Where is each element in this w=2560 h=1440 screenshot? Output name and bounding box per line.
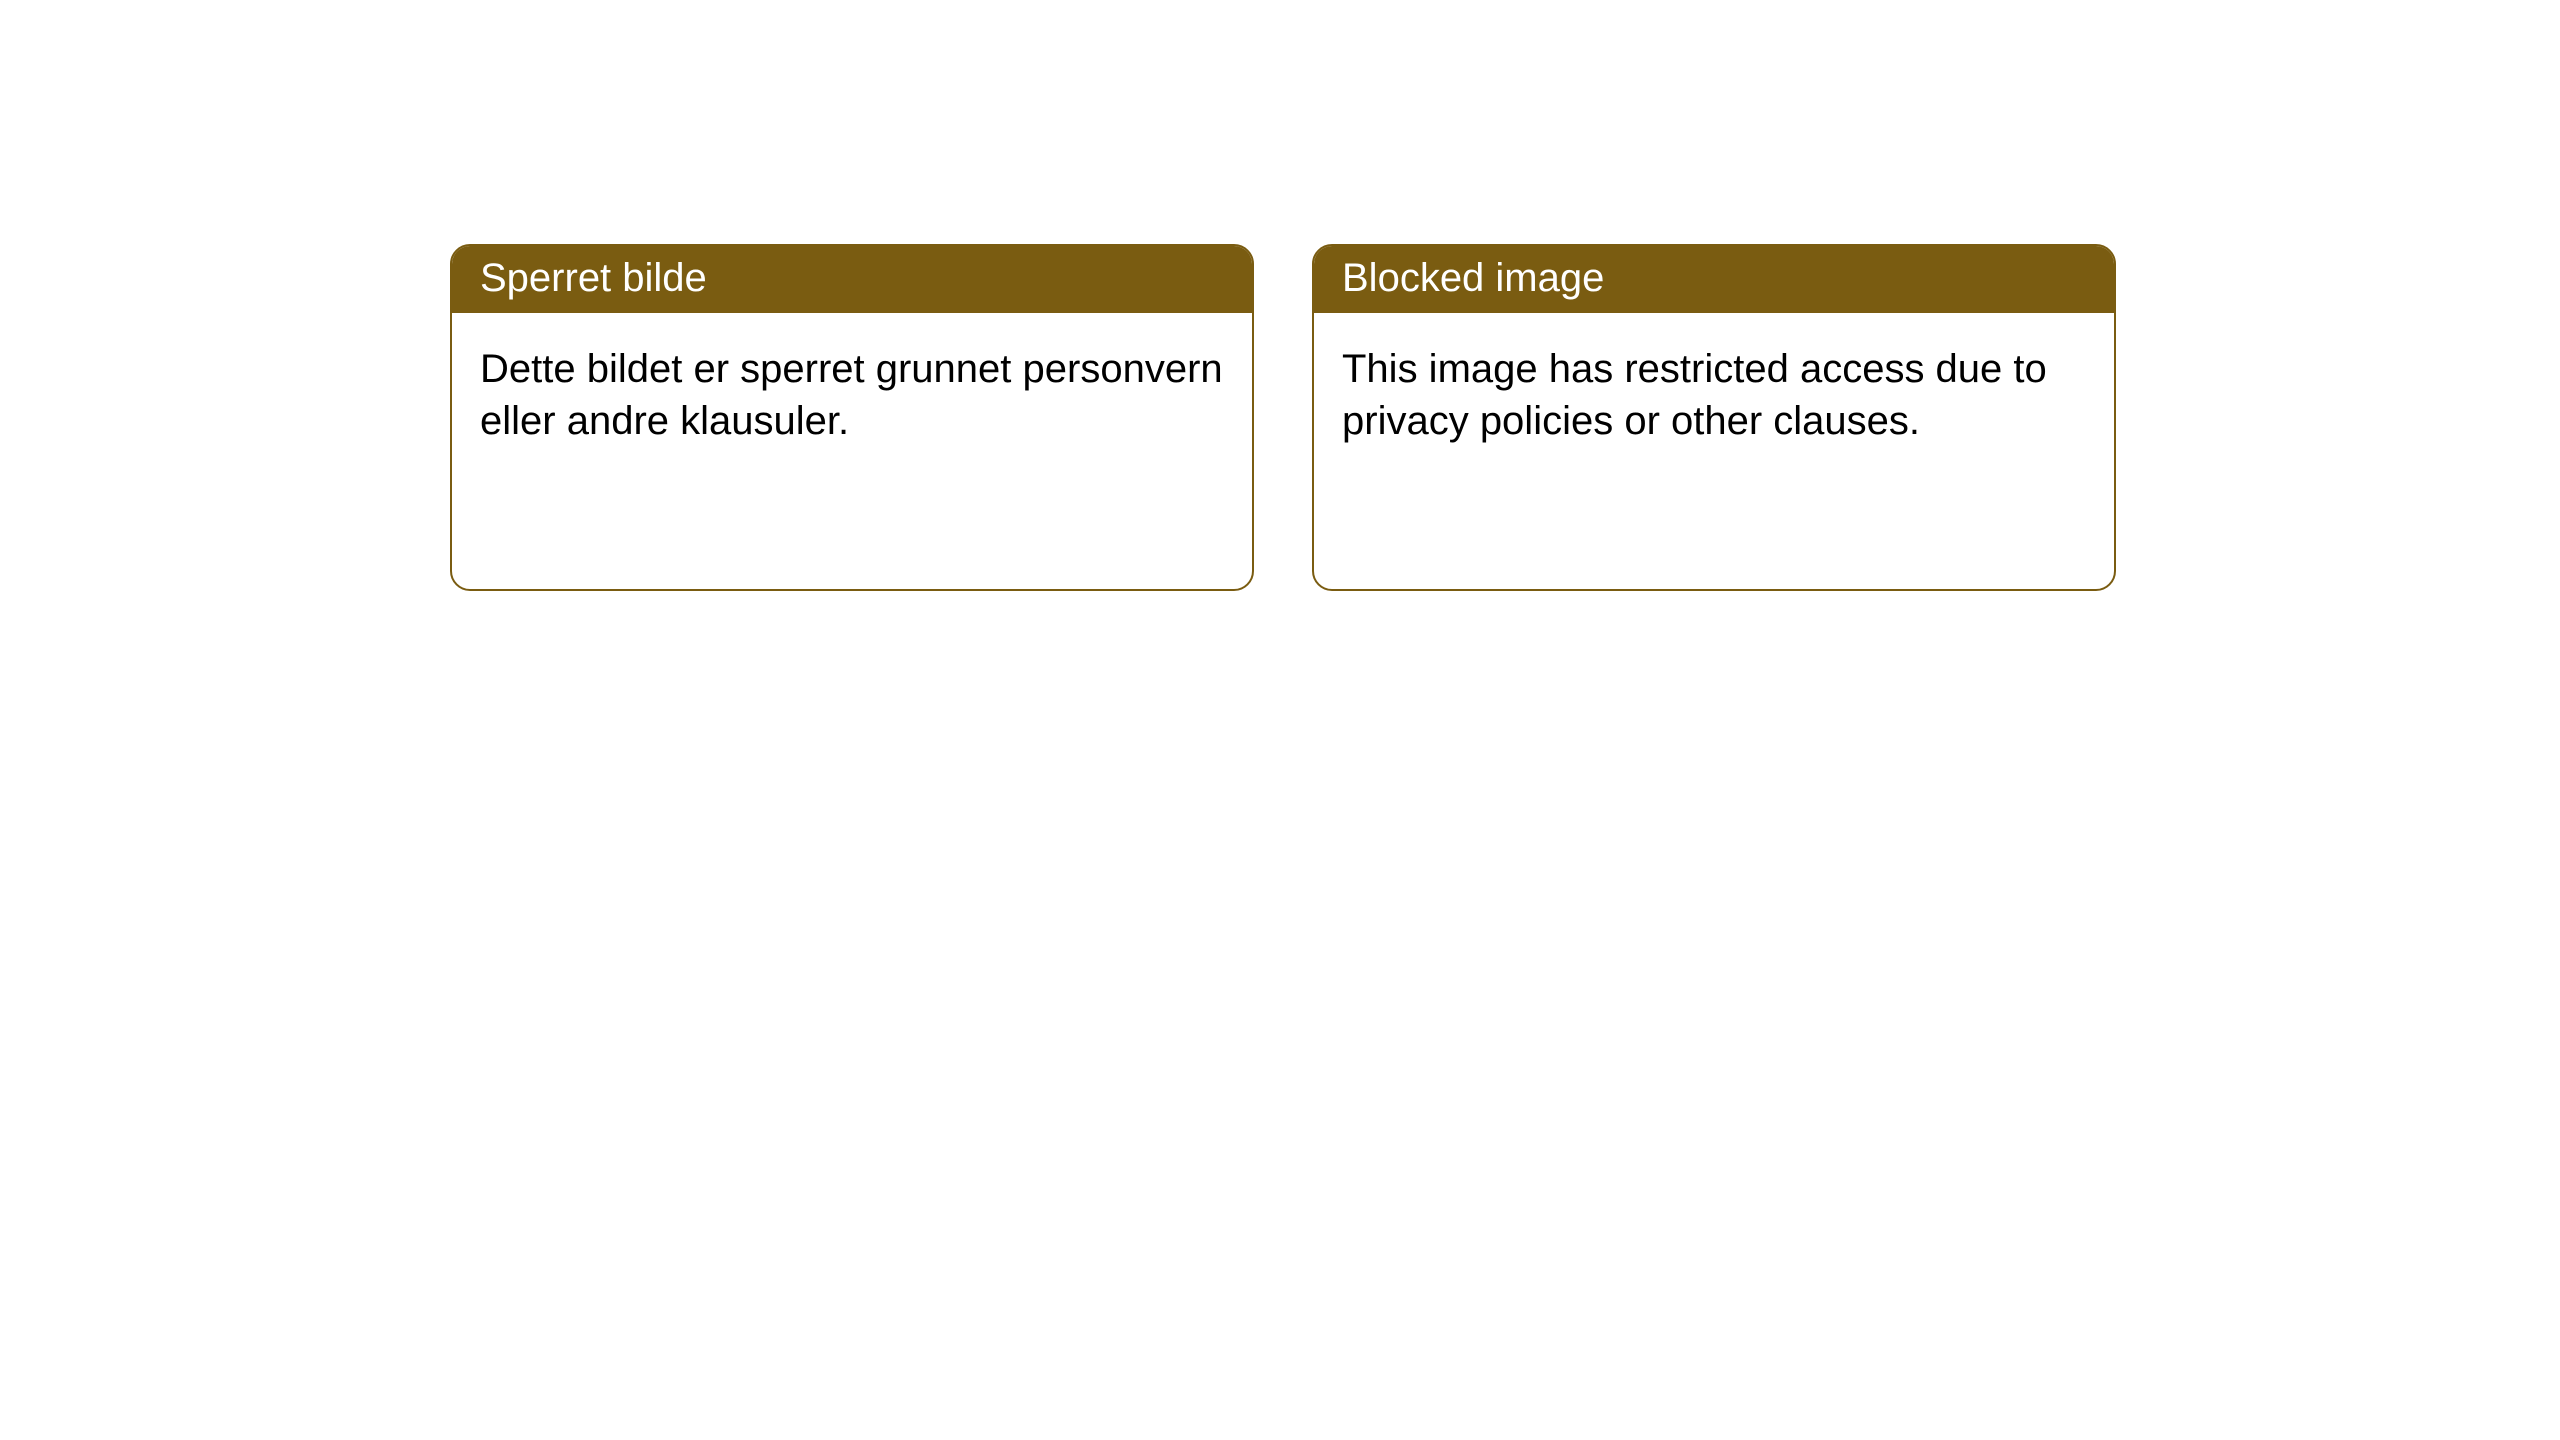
blocked-image-card-en: Blocked image This image has restricted … <box>1312 244 2116 591</box>
card-body: This image has restricted access due to … <box>1314 313 2114 589</box>
card-body: Dette bildet er sperret grunnet personve… <box>452 313 1252 589</box>
blocked-image-card-no: Sperret bilde Dette bildet er sperret gr… <box>450 244 1254 591</box>
card-body-text: This image has restricted access due to … <box>1342 347 2047 443</box>
cards-container: Sperret bilde Dette bildet er sperret gr… <box>0 0 2560 591</box>
card-title: Sperret bilde <box>480 256 707 300</box>
card-body-text: Dette bildet er sperret grunnet personve… <box>480 347 1223 443</box>
card-header: Sperret bilde <box>452 246 1252 313</box>
card-title: Blocked image <box>1342 256 1604 300</box>
card-header: Blocked image <box>1314 246 2114 313</box>
